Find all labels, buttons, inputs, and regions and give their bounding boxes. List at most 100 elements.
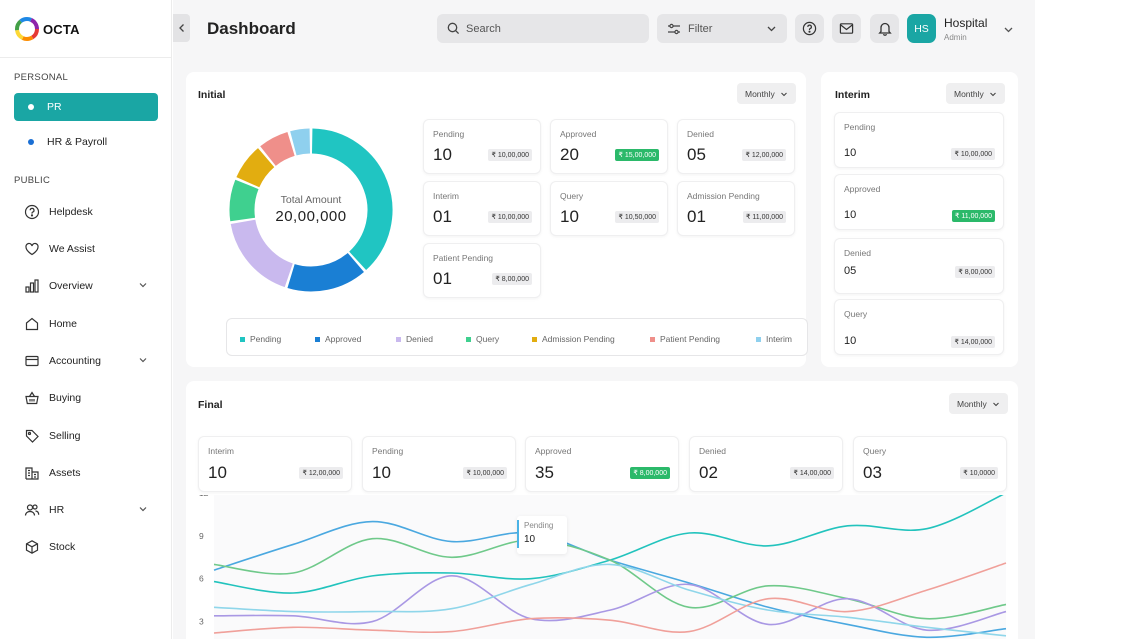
series-line-5[interactable] (213, 563, 1007, 637)
stat-card-query[interactable]: Query 10 ₹ 10,50,000 (550, 181, 668, 236)
donut-slice-patient-pending[interactable] (260, 131, 296, 167)
stat-card-query[interactable]: Query 10 ₹ 14,00,000 (834, 299, 1004, 355)
notifications-button[interactable] (870, 14, 899, 43)
user-name[interactable]: Hospital (944, 16, 988, 30)
sidebar-item-label: Overview (49, 280, 93, 292)
search-icon (447, 22, 460, 35)
stat-label: Pending (372, 446, 404, 456)
stat-card-denied[interactable]: Denied 05 ₹ 8,00,000 (834, 238, 1004, 294)
sidebar-item-selling[interactable]: Selling (14, 422, 158, 450)
legend-item[interactable]: Query (466, 334, 499, 344)
assets-icon (23, 464, 41, 482)
stat-card-patient-pending[interactable]: Patient Pending 01 ₹ 8,00,000 (423, 243, 541, 298)
help-button[interactable] (795, 14, 824, 43)
chart-tooltip: Pending 10 (517, 516, 567, 554)
series-line-1[interactable] (213, 495, 1006, 594)
search-input[interactable]: Search (437, 14, 649, 43)
stat-card-approved[interactable]: Approved 20 ₹ 15,00,000 (550, 119, 668, 174)
messages-button[interactable] (832, 14, 861, 43)
series-line-4[interactable] (213, 575, 1007, 632)
period-select[interactable]: Monthly (949, 393, 1008, 414)
stat-value: 10 (560, 207, 579, 226)
stat-label: Approved (535, 446, 572, 456)
stat-value: 10 (844, 147, 857, 159)
sidebar-item-we-assist[interactable]: We Assist (14, 235, 158, 263)
donut-slice-query[interactable] (229, 179, 259, 222)
legend-item[interactable]: Admission Pending (532, 334, 615, 344)
section-label-public: PUBLIC (14, 175, 51, 186)
stat-card-query[interactable]: Query 03 ₹ 10,0000 (853, 436, 1007, 492)
stat-card-pending[interactable]: Pending 10 ₹ 10,00,000 (834, 112, 1004, 168)
period-select[interactable]: Monthly (946, 83, 1005, 104)
initial-card: Initial Monthly Total Amount 20,00,000 P… (186, 72, 808, 367)
sidebar-item-pr[interactable]: PR (14, 93, 158, 121)
filter-dropdown[interactable]: Filter (657, 14, 787, 43)
period-select[interactable]: Monthly (737, 83, 796, 104)
chevron-down-icon[interactable] (1003, 24, 1014, 35)
users-icon (23, 501, 41, 519)
sidebar-item-assets[interactable]: Assets (14, 459, 158, 487)
stat-label: Admission Pending (687, 191, 760, 201)
stat-card-admission-pending[interactable]: Admission Pending 01 ₹ 11,00,000 (677, 181, 795, 236)
donut-slice-pending[interactable] (311, 128, 393, 271)
stat-card-pending[interactable]: Pending 10 ₹ 10,00,000 (423, 119, 541, 174)
period-label: Monthly (954, 88, 984, 99)
sidebar-item-helpdesk[interactable]: Helpdesk (14, 198, 158, 226)
series-line-6[interactable] (213, 562, 1007, 634)
sidebar-item-home[interactable]: Home (14, 310, 158, 338)
legend-item[interactable]: Patient Pending (650, 334, 720, 344)
stat-amount-badge: ₹ 15,00,000 (615, 149, 659, 161)
stat-card-denied[interactable]: Denied 05 ₹ 12,00,000 (677, 119, 795, 174)
chevron-down-icon (989, 92, 996, 96)
sidebar-item-label: Stock (49, 541, 76, 553)
sidebar-item-accounting[interactable]: Accounting (14, 347, 158, 375)
sidebar-item-buying[interactable]: Buying (14, 384, 158, 412)
chevron-left-icon (178, 24, 184, 32)
legend-label: Approved (325, 334, 362, 344)
sidebar-item-hr[interactable]: HR (14, 496, 158, 524)
donut-slice-admission-pending[interactable] (236, 148, 275, 188)
stat-value: 10 (844, 335, 857, 347)
stat-card-denied[interactable]: Denied 02 ₹ 14,00,000 (689, 436, 843, 492)
stat-amount: ₹ 12,00,000 (742, 149, 786, 161)
main-area: Dashboard Search Filter HS Hospital Ad (173, 0, 1035, 639)
sidebar: OCTA PERSONAL PR HR & Payroll PUBLIC Hel… (0, 0, 172, 639)
legend-label: Denied (406, 334, 433, 344)
stat-value: 10 (372, 463, 391, 482)
interim-card: Interim Monthly Pending 10 ₹ 10,00,000 A… (821, 72, 1018, 367)
avatar[interactable]: HS (907, 14, 936, 43)
y-tick-label: 6 (199, 574, 204, 584)
stat-card-approved[interactable]: Approved 10 ₹ 11,00,000 (834, 174, 1004, 230)
donut-slice-interim[interactable] (290, 128, 311, 156)
chevron-down-icon (139, 358, 147, 363)
sliders-icon (668, 23, 680, 34)
user-role: Admin (944, 33, 967, 42)
sidebar-item-hr-payroll[interactable]: HR & Payroll (14, 128, 158, 156)
sidebar-item-stock[interactable]: Stock (14, 533, 158, 561)
stat-amount-badge: ₹ 11,00,000 (951, 210, 995, 222)
sidebar-item-overview[interactable]: Overview (14, 272, 158, 300)
donut-slice-denied[interactable] (230, 219, 294, 288)
stat-card-interim[interactable]: Interim 10 ₹ 12,00,000 (198, 436, 352, 492)
stat-card-interim[interactable]: Interim 01 ₹ 10,00,000 (423, 181, 541, 236)
tooltip-marker (517, 520, 519, 548)
legend-item[interactable]: Denied (396, 334, 433, 344)
y-tick-label: 9 (199, 531, 204, 541)
stat-card-pending[interactable]: Pending 10 ₹ 10,00,000 (362, 436, 516, 492)
legend-item[interactable]: Approved (315, 334, 361, 344)
brand-logo[interactable]: OCTA (14, 14, 80, 44)
stat-amount: ₹ 8,00,000 (492, 273, 532, 285)
stat-card-approved[interactable]: Approved 35 ₹ 8,00,000 (525, 436, 679, 492)
sidebar-item-label: Accounting (49, 355, 101, 367)
heart-icon (23, 240, 41, 258)
stat-value: 01 (687, 207, 706, 226)
stat-label: Interim (208, 446, 234, 456)
collapse-sidebar-button[interactable] (173, 14, 190, 42)
legend-item[interactable]: Interim (756, 334, 792, 344)
legend-item[interactable]: Pending (240, 334, 281, 344)
stat-label: Patient Pending (433, 253, 494, 263)
legend-swatch (466, 336, 471, 342)
donut-slice-approved[interactable] (287, 252, 364, 292)
sidebar-item-label: We Assist (49, 243, 95, 255)
stat-label: Denied (699, 446, 726, 456)
